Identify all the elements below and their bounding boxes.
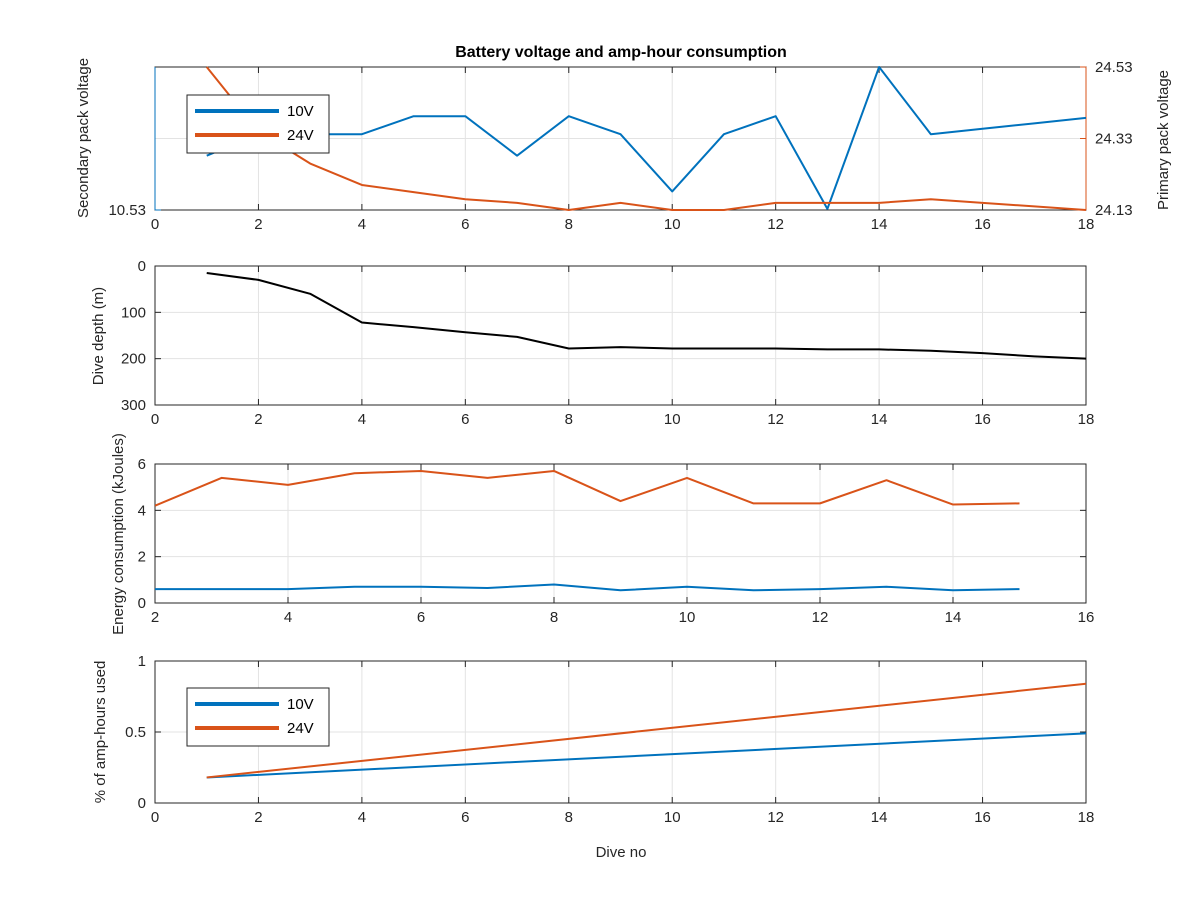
x-tick-label: 6 (461, 216, 469, 233)
x-tick-label: 0 (151, 216, 159, 233)
x-tick-label: 12 (767, 216, 784, 233)
y-tick-label: 2 (138, 549, 146, 566)
right-y-tick-label: 24.53 (1095, 59, 1133, 76)
x-tick-label: 4 (358, 411, 366, 428)
series-line-10v (206, 66, 1086, 210)
x-tick-label: 18 (1078, 216, 1095, 233)
legend-entry: 10V (287, 103, 314, 120)
x-tick-label: 2 (254, 411, 262, 428)
x-tick-label: 10 (664, 411, 681, 428)
legend-box (186, 687, 330, 747)
legend-box (186, 94, 330, 154)
amp-hours-axis-label: % of amp-hours used (92, 661, 109, 804)
legend-entry: 24V (287, 720, 314, 737)
depth-panel: 0 2 4 6 8 10 12 14 16 18 0 100 200 300 (121, 258, 1094, 428)
series-line (206, 271, 1086, 360)
x-tick-label: 2 (254, 216, 262, 233)
x-tick-label: 4 (358, 809, 366, 826)
axes-frame (154, 265, 1087, 406)
y-tick-label: 200 (121, 351, 146, 368)
x-tick-label: 8 (565, 809, 573, 826)
series-line-10v (206, 732, 1086, 779)
energy-axis-label: Energy consumption (kJoules) (110, 433, 127, 635)
dive-depth-axis-label: Dive depth (m) (90, 287, 107, 385)
x-tick-label: 12 (767, 411, 784, 428)
x-tick-label: 16 (974, 216, 991, 233)
x-tick-label: 6 (461, 809, 469, 826)
y-tick-label: 0 (138, 795, 146, 812)
x-tick-label: 18 (1078, 809, 1095, 826)
y-tick-label: 4 (138, 502, 146, 519)
y-tick-label: 1 (138, 653, 146, 670)
x-tick-label: 2 (254, 809, 262, 826)
x-tick-label: 14 (945, 609, 962, 626)
x-tick-label: 10 (664, 216, 681, 233)
y-tick-label: 6 (138, 456, 146, 473)
series-line-24v (206, 682, 1086, 779)
x-tick-label: 0 (151, 809, 159, 826)
x-tick-label: 14 (871, 809, 888, 826)
x-tick-label: 4 (358, 216, 366, 233)
series-line (155, 469, 1020, 507)
x-tick-label: 0 (151, 411, 159, 428)
x-tick-label: 18 (1078, 411, 1095, 428)
right-y-tick-label: 24.33 (1095, 131, 1133, 148)
y-tick-label: 0 (138, 595, 146, 612)
y-tick-label: 10.53 (108, 202, 146, 219)
right-y-tick-label: 24.13 (1095, 202, 1133, 219)
x-tick-label: 10 (664, 809, 681, 826)
chart-title: Battery voltage and amp-hour consumption (455, 44, 787, 61)
x-tick-label: 14 (871, 411, 888, 428)
x-tick-label: 12 (767, 809, 784, 826)
series-line (155, 583, 1020, 592)
x-tick-label: 16 (974, 809, 991, 826)
y-tick-label: 100 (121, 304, 146, 321)
x-tick-label: 8 (565, 216, 573, 233)
y-tick-label: 0.5 (125, 724, 146, 741)
primary-voltage-axis-label: Primary pack voltage (1155, 70, 1172, 210)
plot-area (155, 464, 1086, 603)
y-tick-label: 0 (138, 258, 146, 275)
x-tick-label: 8 (550, 609, 558, 626)
x-tick-label: 2 (151, 609, 159, 626)
secondary-voltage-axis-label: Secondary pack voltage (75, 58, 92, 218)
x-tick-label: 14 (871, 216, 888, 233)
x-tick-label: 16 (1078, 609, 1095, 626)
x-axis-label: Dive no (596, 844, 647, 861)
series-line-24v (205, 66, 1086, 211)
x-tick-label: 16 (974, 411, 991, 428)
x-tick-label: 8 (565, 411, 573, 428)
axes-frame (154, 463, 1087, 604)
legend-entry: 10V (287, 696, 314, 713)
x-tick-label: 6 (461, 411, 469, 428)
x-tick-label: 6 (417, 609, 425, 626)
x-tick-label: 12 (812, 609, 829, 626)
x-tick-label: 4 (284, 609, 292, 626)
y-tick-label: 300 (121, 397, 146, 414)
x-tick-label: 10 (679, 609, 696, 626)
plot-area (155, 266, 1086, 405)
legend-entry: 24V (287, 127, 314, 144)
